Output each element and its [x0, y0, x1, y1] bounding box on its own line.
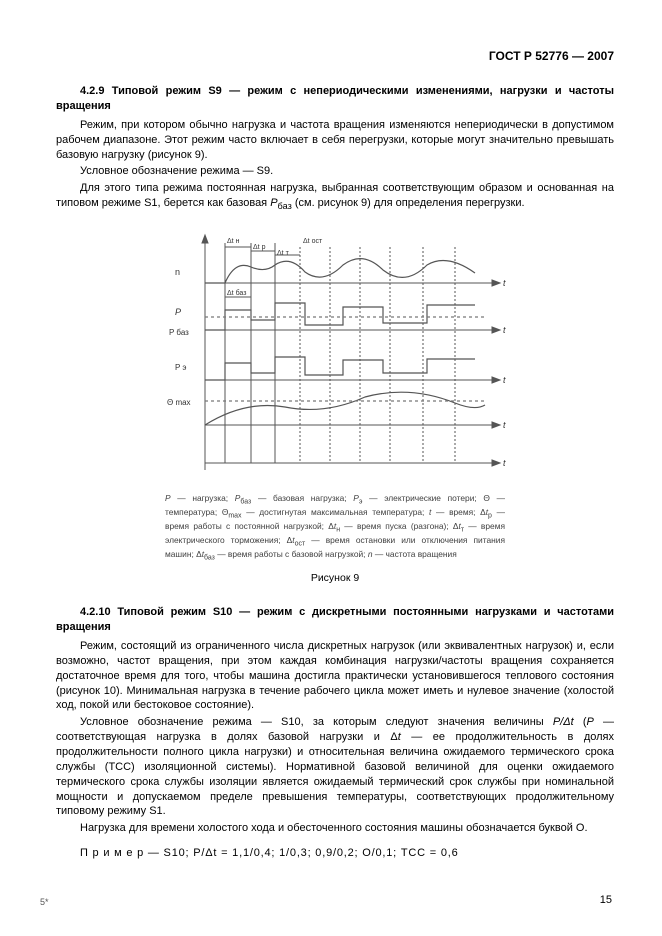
svg-text:n: n — [175, 267, 180, 277]
svg-text:Δt т: Δt т — [277, 250, 290, 257]
s9-para-3: Для этого типа режима постоянная нагрузк… — [56, 181, 614, 212]
figure-9-svg: n P P баз P э Θ max t t t t t Δt н Δt p … — [155, 225, 515, 485]
svg-text:P э: P э — [175, 363, 187, 372]
svg-text:Δt ост: Δt ост — [303, 238, 323, 245]
doc-code: ГОСТ Р 52776 — 2007 — [56, 48, 614, 64]
s9-para-2: Условное обозначение режима — S9. — [56, 164, 614, 179]
s10-para-3: Нагрузка для времени холостого хода и об… — [56, 821, 614, 836]
svg-text:t: t — [503, 458, 506, 468]
figure-9-legend: P — нагрузка; Pбаз — базовая нагрузка; P… — [165, 493, 505, 564]
s9-p3-sym-P: P — [270, 197, 277, 209]
svg-text:t: t — [503, 325, 506, 335]
s10-para-1: Режим, состоящий из ограниченного числа … — [56, 639, 614, 713]
svg-text:t: t — [503, 278, 506, 288]
figure-9-caption: Рисунок 9 — [56, 571, 614, 585]
heading-s9: 4.2.9 Типовой режим S9 — режим с неперио… — [56, 84, 614, 114]
svg-text:t: t — [503, 375, 506, 385]
sheet-mark: 5* — [40, 896, 49, 908]
svg-text:Δt p: Δt p — [253, 244, 266, 251]
svg-text:P баз: P баз — [169, 328, 189, 337]
heading-s10: 4.2.10 Типовой режим S10 — режим с дискр… — [56, 605, 614, 635]
s9-p3-sub: баз — [278, 201, 292, 211]
svg-text:P: P — [175, 307, 181, 317]
figure-9: n P P баз P э Θ max t t t t t Δt н Δt p … — [56, 225, 614, 586]
s9-p3-d: (см. рисунок 9) для определения перегруз… — [292, 197, 525, 209]
s9-para-1: Режим, при котором обычно нагрузка и час… — [56, 118, 614, 163]
svg-text:Δt н: Δt н — [227, 238, 240, 245]
page-number: 15 — [600, 893, 612, 908]
s10-para-2: Условное обозначение режима — S10, за ко… — [56, 715, 614, 819]
svg-text:Θ max: Θ max — [167, 398, 191, 407]
s10-example: П р и м е р — S10; P/Δt = 1,1/0,4; 1/0,3… — [56, 846, 614, 861]
svg-text:t: t — [503, 420, 506, 430]
svg-text:Δt баз: Δt баз — [227, 289, 246, 297]
